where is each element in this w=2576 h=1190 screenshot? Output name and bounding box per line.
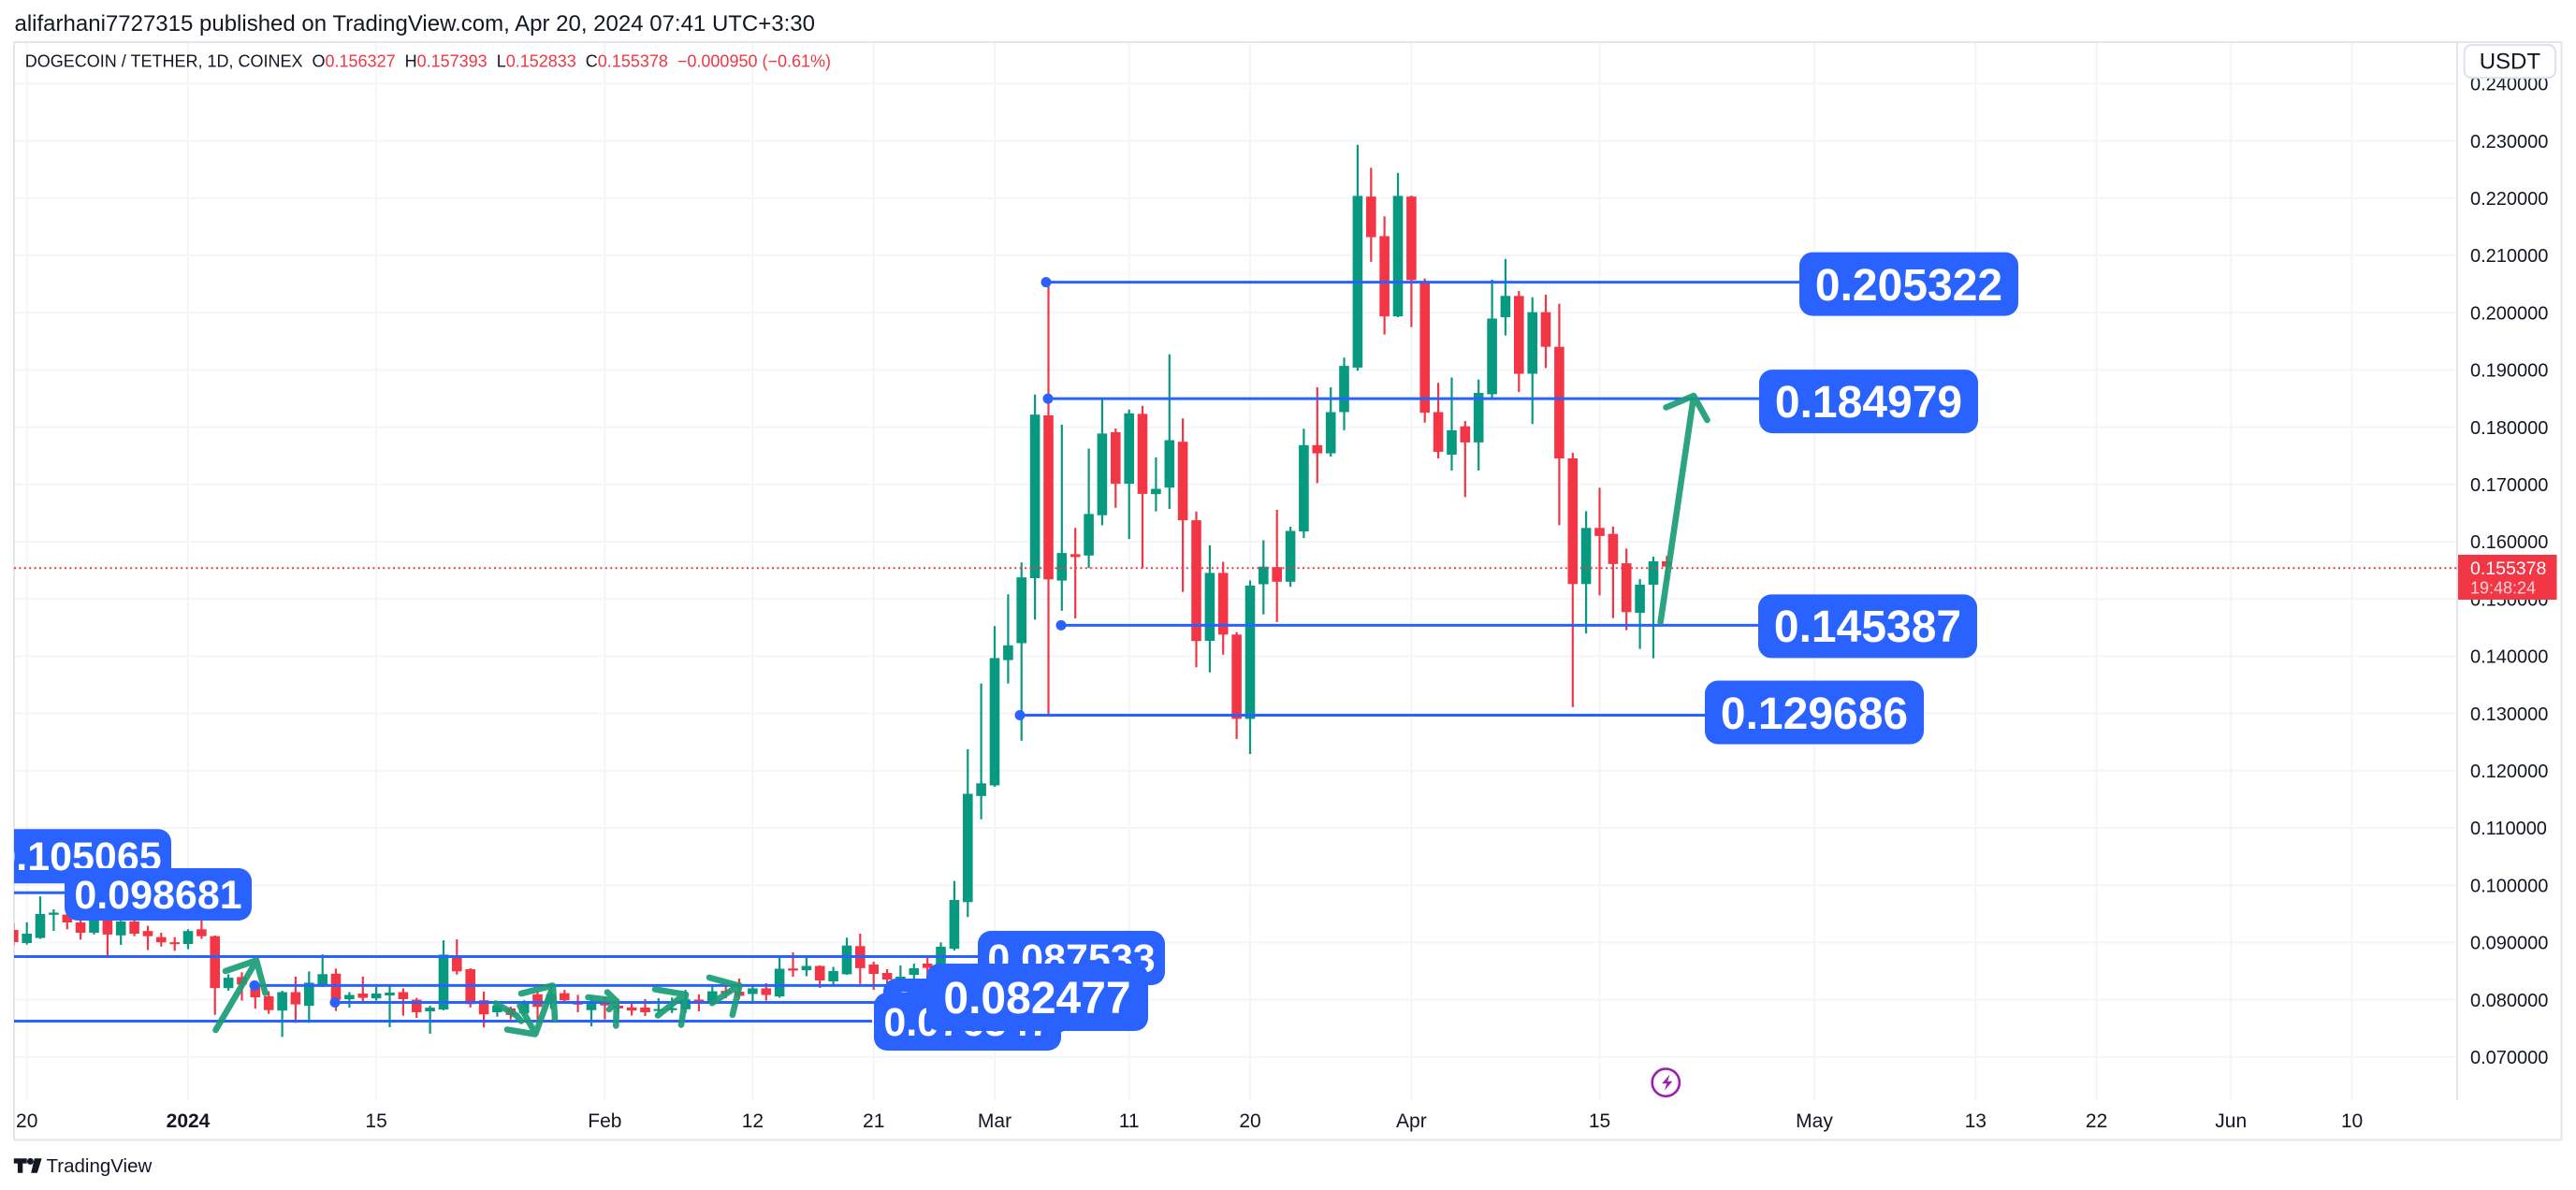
svg-text:0.220000: 0.220000 <box>2470 189 2548 210</box>
svg-text:Mar: Mar <box>978 1110 1011 1132</box>
svg-text:10: 10 <box>2341 1110 2363 1132</box>
svg-text:0.190000: 0.190000 <box>2470 361 2548 382</box>
svg-text:0.160000: 0.160000 <box>2470 532 2548 553</box>
svg-text:0.130000: 0.130000 <box>2470 704 2548 725</box>
svg-text:0.205322: 0.205322 <box>1815 261 2002 311</box>
svg-text:0.155378: 0.155378 <box>2470 559 2546 579</box>
svg-text:USDT: USDT <box>2480 50 2541 75</box>
svg-text:0.184979: 0.184979 <box>1775 378 1962 428</box>
svg-text:Jun: Jun <box>2215 1110 2247 1132</box>
svg-text:May: May <box>1796 1110 1833 1132</box>
svg-text:0.098681: 0.098681 <box>74 873 241 918</box>
svg-text:0.180000: 0.180000 <box>2470 418 2548 439</box>
svg-text:0.120000: 0.120000 <box>2470 762 2548 782</box>
svg-text:13: 13 <box>1965 1110 1987 1132</box>
svg-text:20: 20 <box>16 1110 37 1132</box>
svg-text:0.240000: 0.240000 <box>2470 75 2548 95</box>
svg-text:0.210000: 0.210000 <box>2470 246 2548 267</box>
svg-text:0.070000: 0.070000 <box>2470 1048 2548 1068</box>
svg-text:15: 15 <box>1589 1110 1610 1132</box>
svg-text:11: 11 <box>1119 1110 1140 1132</box>
svg-text:0.129686: 0.129686 <box>1721 689 1908 739</box>
svg-text:21: 21 <box>863 1110 884 1132</box>
svg-text:0.090000: 0.090000 <box>2470 934 2548 954</box>
svg-text:0.145387: 0.145387 <box>1774 602 1961 652</box>
svg-text:12: 12 <box>742 1110 764 1132</box>
svg-text:DOGECOIN / TETHER, 1D, COINEX: DOGECOIN / TETHER, 1D, COINEX O0.156327 … <box>25 52 831 71</box>
svg-text:0.082477: 0.082477 <box>943 974 1130 1023</box>
svg-text:15: 15 <box>365 1110 386 1132</box>
svg-text:0.080000: 0.080000 <box>2470 991 2548 1011</box>
svg-text:19:48:24: 19:48:24 <box>2470 579 2536 598</box>
svg-text:alifarhani7727315 published on: alifarhani7727315 published on TradingVi… <box>15 11 816 36</box>
svg-text:22: 22 <box>2086 1110 2107 1132</box>
svg-text:0.110000: 0.110000 <box>2470 819 2547 839</box>
svg-text:0.140000: 0.140000 <box>2470 647 2548 668</box>
svg-text:20: 20 <box>1239 1110 1260 1132</box>
svg-text:0.100000: 0.100000 <box>2470 876 2548 896</box>
svg-text:TradingView: TradingView <box>47 1155 153 1177</box>
svg-text:Apr: Apr <box>1396 1110 1427 1132</box>
svg-text:Feb: Feb <box>588 1110 621 1132</box>
svg-text:0.200000: 0.200000 <box>2470 303 2548 324</box>
svg-text:0.170000: 0.170000 <box>2470 475 2548 496</box>
svg-text:2024: 2024 <box>167 1110 211 1132</box>
svg-text:0.230000: 0.230000 <box>2470 132 2548 152</box>
